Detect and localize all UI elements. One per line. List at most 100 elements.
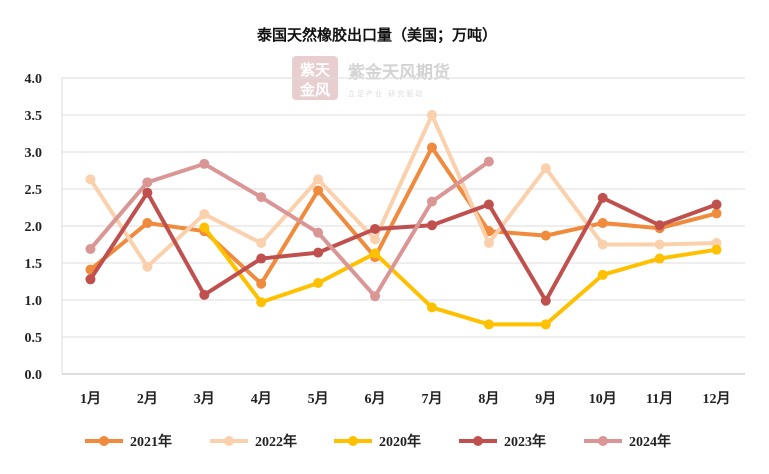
data-point [483, 319, 494, 330]
x-tick-label: 12月 [703, 391, 731, 407]
x-tick-label: 5月 [308, 391, 329, 407]
y-tick-label: 2.0 [25, 220, 43, 235]
x-tick-label: 9月 [535, 391, 556, 407]
data-point [199, 222, 210, 233]
data-point [540, 230, 551, 241]
series-line [88, 145, 719, 286]
chart-title: 泰国天然橡胶出口量（美国；万吨） [256, 26, 497, 44]
data-point [199, 158, 210, 169]
data-point [370, 248, 381, 259]
legend-label: 2021年 [130, 433, 172, 450]
data-point [426, 110, 437, 120]
watermark-name: 紫金天风期货 [348, 62, 450, 83]
y-tick-label: 3.5 [25, 109, 43, 124]
data-point [256, 253, 267, 264]
data-point [142, 177, 153, 188]
legend-item: 2021年 [85, 433, 172, 450]
data-point [711, 199, 722, 210]
x-tick-label: 2月 [137, 391, 158, 407]
data-point [256, 192, 267, 203]
legend-item: 2022年 [210, 433, 297, 450]
data-point [370, 234, 381, 245]
legend-label: 2024年 [629, 433, 671, 450]
data-point [654, 239, 665, 250]
series-line [202, 225, 719, 327]
series-2 [199, 222, 722, 330]
legend-marker [99, 436, 109, 446]
y-tick-label: 2.5 [25, 183, 43, 198]
x-tick-label: 11月 [646, 391, 673, 407]
y-tick-label: 0.0 [25, 368, 43, 383]
x-axis: 1月 2月 3月 4月 5月 6月 7月 8月 9月 10月 11月 12月 [80, 391, 731, 407]
x-tick-label: 1月 [80, 391, 101, 407]
data-point [85, 243, 96, 254]
legend-marker [224, 436, 234, 446]
series-line [88, 190, 719, 303]
data-point [142, 218, 153, 229]
series-line [88, 113, 719, 269]
data-point [199, 209, 210, 220]
data-point [313, 247, 324, 258]
data-point [711, 208, 722, 219]
data-point [426, 302, 437, 313]
watermark-logo-top: 紫天 [300, 61, 331, 79]
legend-label: 2023年 [504, 433, 546, 450]
legend-label: 2022年 [255, 433, 297, 450]
legend-marker [348, 436, 358, 446]
data-point [654, 253, 665, 264]
watermark-slogan: 立足产业 研究驱动 [348, 89, 424, 98]
y-tick-label: 4.0 [25, 72, 43, 87]
data-point [654, 220, 665, 231]
data-point [142, 187, 153, 198]
series-1 [85, 110, 722, 272]
legend: 2021年 2022年 2020年 2023年 2024年 [85, 433, 671, 450]
series-4 [85, 156, 494, 302]
data-point [483, 238, 494, 249]
data-point [313, 227, 324, 238]
data-point [313, 277, 324, 288]
legend-item: 2024年 [584, 433, 671, 450]
data-point [85, 274, 96, 285]
x-tick-label: 7月 [421, 391, 442, 407]
data-point [597, 269, 608, 280]
data-point [313, 174, 324, 185]
data-point [597, 218, 608, 229]
data-point [199, 289, 210, 300]
data-point [711, 244, 722, 255]
x-tick-label: 3月 [194, 391, 215, 407]
data-point [370, 223, 381, 234]
data-point [540, 319, 551, 330]
series-group [85, 110, 722, 330]
data-point [256, 238, 267, 249]
x-tick-label: 10月 [589, 391, 617, 407]
legend-item: 2023年 [459, 433, 546, 450]
data-point [426, 142, 437, 153]
data-point [142, 261, 153, 272]
watermark-logo-bottom: 金风 [299, 81, 330, 99]
series-3 [85, 187, 722, 306]
legend-marker [473, 436, 483, 446]
data-point [540, 295, 551, 306]
data-point [256, 297, 267, 308]
data-point [370, 291, 381, 302]
data-point [313, 185, 324, 196]
data-point [597, 239, 608, 250]
x-tick-label: 6月 [365, 391, 386, 407]
x-tick-label: 8月 [478, 391, 499, 407]
data-point [483, 199, 494, 210]
x-tick-label: 4月 [251, 391, 272, 407]
data-point [256, 278, 267, 289]
y-tick-label: 1.0 [25, 294, 43, 309]
data-point [483, 156, 494, 167]
y-tick-label: 0.5 [25, 331, 43, 346]
legend-label: 2020年 [379, 433, 421, 450]
y-tick-label: 3.0 [25, 146, 43, 161]
series-line [88, 159, 491, 299]
data-point [85, 174, 96, 185]
data-point [597, 192, 608, 203]
y-tick-label: 1.5 [25, 257, 43, 272]
data-point [426, 196, 437, 207]
data-point [426, 220, 437, 231]
data-point [540, 163, 551, 174]
